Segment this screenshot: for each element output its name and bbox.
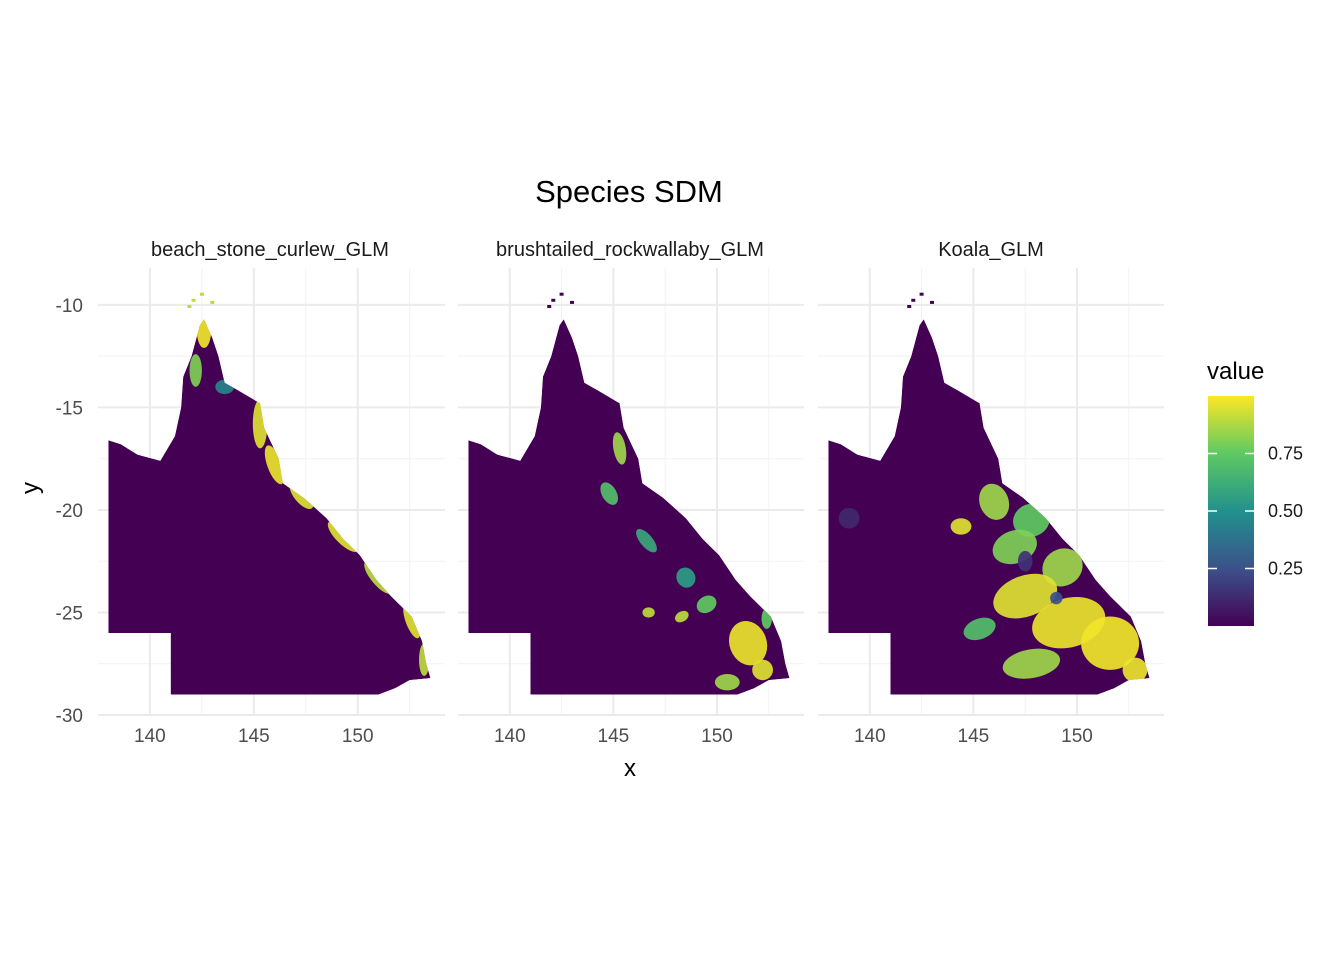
map-fill-layer xyxy=(468,319,790,695)
suitability-hotspot xyxy=(264,445,285,485)
y-tick-label: -15 xyxy=(56,398,83,419)
island-cell xyxy=(559,292,564,296)
x-tick-label: 145 xyxy=(958,726,990,747)
x-tick-label: 150 xyxy=(1061,726,1093,747)
panel-map xyxy=(468,292,790,695)
suitability-hotspot xyxy=(979,483,1010,520)
legend-ticks: 0.25 0.50 0.75 xyxy=(1208,444,1303,579)
x-tick-label: 150 xyxy=(701,726,733,747)
island-cell xyxy=(199,292,204,296)
suitability-hotspot xyxy=(714,674,740,691)
chart-title: Species SDM xyxy=(535,174,723,209)
island-cell xyxy=(930,300,934,304)
island-cell xyxy=(187,305,192,308)
facet-panel-beach-stone-curlew: beach_stone_curlew_GLM xyxy=(98,239,445,716)
y-tick-label: -30 xyxy=(56,706,83,727)
suitability-hotspot xyxy=(993,573,1058,619)
color-legend: value 0.25 0.50 0.75 xyxy=(1207,358,1303,626)
suitability-hotspot xyxy=(612,432,627,465)
region-base xyxy=(108,319,431,695)
y-axis-label: y xyxy=(17,482,44,494)
island-cell xyxy=(547,305,552,308)
x-tick-label: 140 xyxy=(134,726,166,747)
suitability-hotspot xyxy=(1017,550,1033,572)
suitability-hotspot xyxy=(1042,548,1083,587)
suitability-hotspot xyxy=(642,607,655,618)
facet-strip-label: beach_stone_curlew_GLM xyxy=(151,239,389,261)
suitability-hotspot xyxy=(950,518,972,535)
facet-strip-label: brushtailed_rockwallaby_GLM xyxy=(496,239,764,261)
suitability-hotspot xyxy=(838,507,860,529)
x-axis-label: x xyxy=(624,755,636,782)
y-tick-label: -10 xyxy=(56,296,83,317)
island-cell xyxy=(191,298,196,302)
x-tick-label: 145 xyxy=(598,726,630,747)
legend-tick-label: 0.25 xyxy=(1268,559,1303,579)
x-tick-label: 140 xyxy=(494,726,526,747)
suitability-hotspot xyxy=(1050,591,1063,605)
suitability-hotspot xyxy=(1122,657,1148,683)
suitability-hotspot xyxy=(1002,648,1061,679)
suitability-hotspot xyxy=(636,528,657,553)
suitability-hotspot xyxy=(963,617,996,641)
suitability-hotspot xyxy=(600,482,619,505)
island-cell xyxy=(919,292,924,296)
facet-panel-brushtailed-rockwallaby: brushtailed_rockwallaby_GLM xyxy=(458,239,804,716)
suitability-hotspot xyxy=(676,567,696,588)
x-axis-ticks: 140 145 150 140 145 150 140 145 150 xyxy=(134,726,1093,747)
legend-title: value xyxy=(1207,358,1264,385)
suitability-hotspot xyxy=(696,595,717,614)
x-tick-label: 140 xyxy=(854,726,886,747)
island-cell xyxy=(907,305,912,308)
x-tick-label: 145 xyxy=(238,726,270,747)
x-tick-label: 150 xyxy=(342,726,374,747)
legend-tick-label: 0.75 xyxy=(1268,444,1303,464)
island-cell xyxy=(911,298,916,302)
panel-map xyxy=(828,292,1150,695)
island-cell xyxy=(551,298,556,302)
suitability-hotspot xyxy=(752,659,773,681)
y-tick-label: -20 xyxy=(56,501,83,522)
y-axis-ticks: -10 -15 -20 -25 -30 xyxy=(56,296,83,727)
facet-panel-koala: Koala_GLM xyxy=(818,239,1164,716)
y-tick-label: -25 xyxy=(56,604,83,625)
facet-strip-label: Koala_GLM xyxy=(938,239,1044,261)
suitability-hotspot xyxy=(728,621,768,666)
island-cell xyxy=(210,300,215,304)
suitability-hotspot xyxy=(674,610,689,623)
island-cell xyxy=(570,300,574,304)
suitability-hotspot xyxy=(189,354,202,387)
legend-tick-label: 0.50 xyxy=(1268,501,1303,521)
map-fill-layer xyxy=(828,319,1150,695)
suitability-hotspot xyxy=(1081,616,1140,670)
